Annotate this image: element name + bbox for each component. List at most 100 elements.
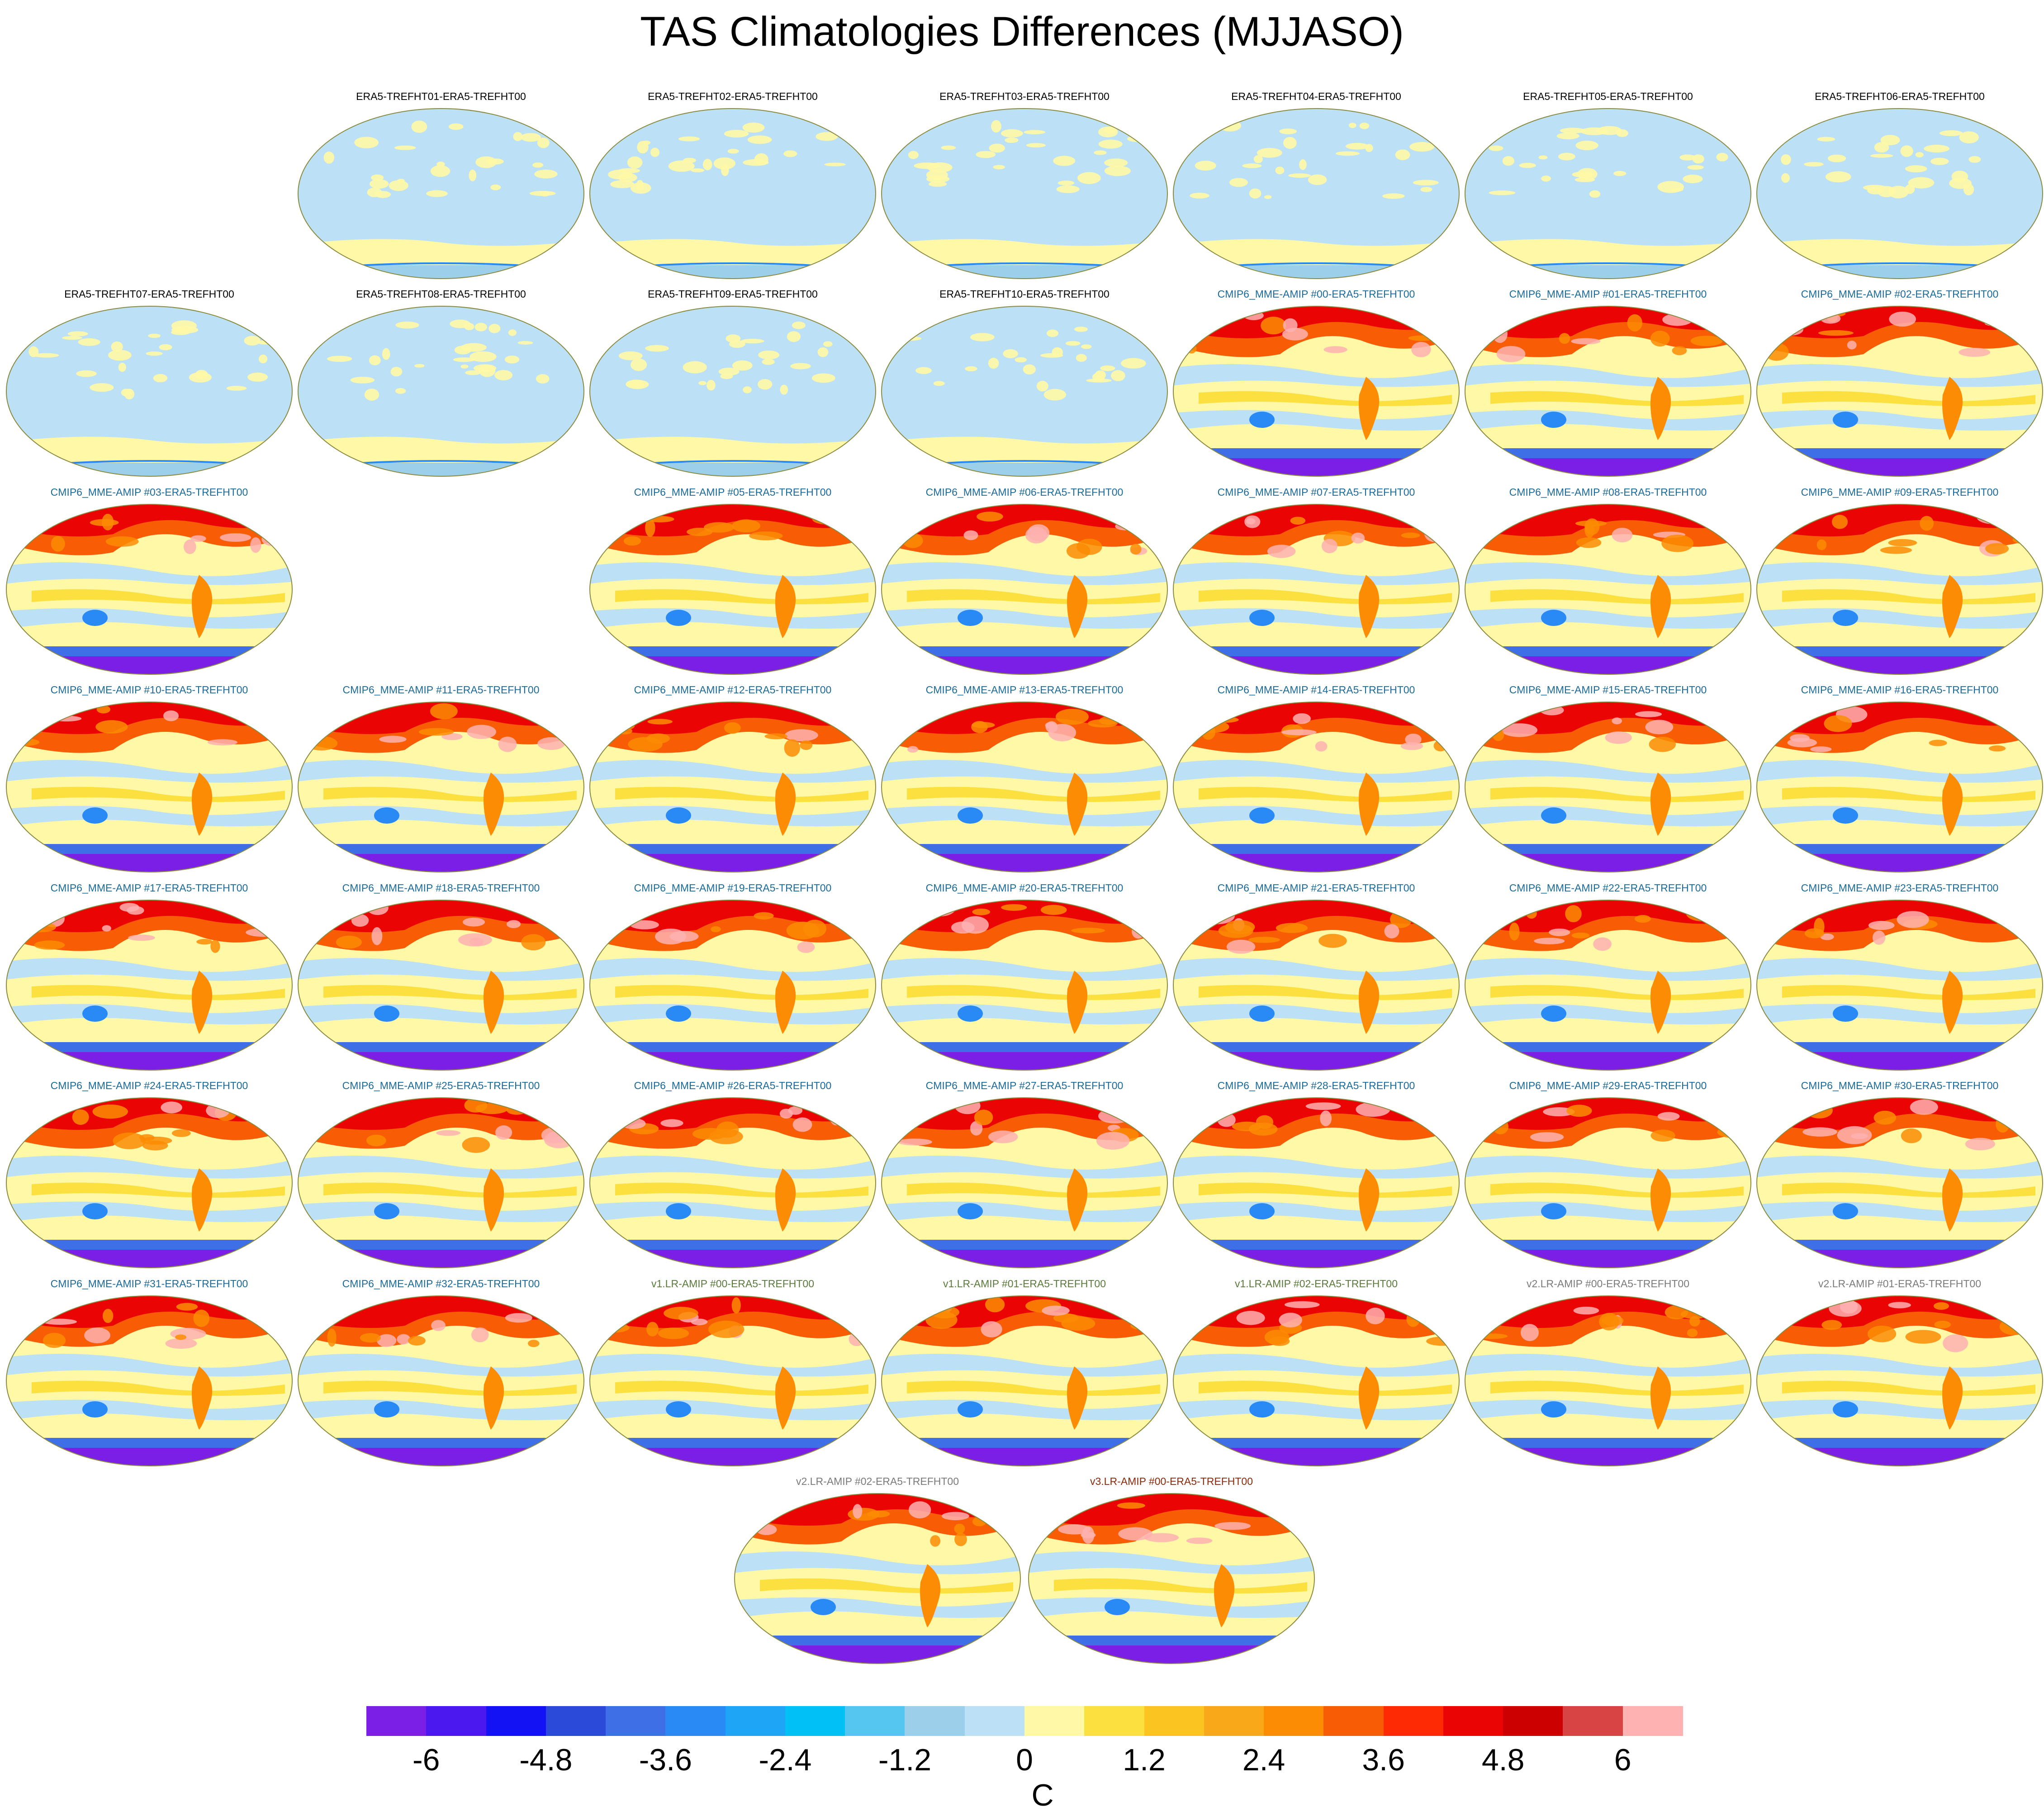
map-panel: CMIP6_MME-AMIP #19-ERA5-TREFHT00 xyxy=(588,882,877,1072)
world-map xyxy=(589,306,876,477)
world-map xyxy=(881,504,1168,675)
world-map xyxy=(589,900,876,1071)
panel-title: ERA5-TREFHT07-ERA5-TREFHT00 xyxy=(64,288,234,300)
world-map xyxy=(734,1493,1021,1664)
panel-title: v1.LR-AMIP #00-ERA5-TREFHT00 xyxy=(651,1278,814,1290)
panel-title: ERA5-TREFHT02-ERA5-TREFHT00 xyxy=(648,90,818,102)
panel-title: CMIP6_MME-AMIP #28-ERA5-TREFHT00 xyxy=(1217,1080,1415,1091)
map-panel: ERA5-TREFHT06-ERA5-TREFHT00 xyxy=(1755,90,2044,280)
world-map xyxy=(298,1295,584,1466)
map-panel: CMIP6_MME-AMIP #30-ERA5-TREFHT00 xyxy=(1755,1080,2044,1270)
map-panel: CMIP6_MME-AMIP #27-ERA5-TREFHT00 xyxy=(880,1080,1169,1270)
panel-title: ERA5-TREFHT09-ERA5-TREFHT00 xyxy=(648,288,818,300)
colorbar-segment xyxy=(1443,1706,1504,1736)
world-map xyxy=(6,306,293,477)
figure-title: TAS Climatologies Differences (MJJASO) xyxy=(640,9,1404,55)
panel-title: CMIP6_MME-AMIP #23-ERA5-TREFHT00 xyxy=(1801,882,1999,894)
world-map xyxy=(881,306,1168,477)
world-map xyxy=(6,900,293,1071)
panel-title: CMIP6_MME-AMIP #11-ERA5-TREFHT00 xyxy=(342,684,540,696)
world-map xyxy=(1756,108,2043,279)
map-panel: CMIP6_MME-AMIP #17-ERA5-TREFHT00 xyxy=(5,882,294,1072)
map-panel: ERA5-TREFHT05-ERA5-TREFHT00 xyxy=(1463,90,1753,280)
colorbar-tick-label: 4.8 xyxy=(1481,1743,1525,1777)
map-panel: v2.LR-AMIP #01-ERA5-TREFHT00 xyxy=(1755,1278,2044,1468)
panel-title: ERA5-TREFHT06-ERA5-TREFHT00 xyxy=(1815,90,1985,102)
world-map xyxy=(589,1097,876,1268)
map-panel: CMIP6_MME-AMIP #05-ERA5-TREFHT00 xyxy=(588,486,877,676)
panel-title: v1.LR-AMIP #01-ERA5-TREFHT00 xyxy=(943,1278,1106,1290)
world-map xyxy=(298,306,584,477)
map-panel: v3.LR-AMIP #00-ERA5-TREFHT00 xyxy=(1027,1475,1316,1665)
panel-title: CMIP6_MME-AMIP #13-ERA5-TREFHT00 xyxy=(925,684,1124,696)
colorbar-segment xyxy=(1204,1706,1265,1736)
world-map xyxy=(1756,306,2043,477)
map-panel: CMIP6_MME-AMIP #23-ERA5-TREFHT00 xyxy=(1755,882,2044,1072)
world-map xyxy=(1465,702,1751,872)
world-map xyxy=(1465,108,1751,279)
colorbar-tick-label: 1.2 xyxy=(1123,1743,1166,1777)
panel-title: CMIP6_MME-AMIP #01-ERA5-TREFHT00 xyxy=(1509,288,1707,300)
map-panel: ERA5-TREFHT04-ERA5-TREFHT00 xyxy=(1171,90,1461,280)
colorbar-tick-label: 6 xyxy=(1614,1743,1631,1777)
world-map xyxy=(298,108,584,279)
map-panel: ERA5-TREFHT08-ERA5-TREFHT00 xyxy=(296,288,586,478)
colorbar-segment xyxy=(665,1706,726,1736)
world-map xyxy=(1465,306,1751,477)
map-panel: CMIP6_MME-AMIP #25-ERA5-TREFHT00 xyxy=(296,1080,586,1270)
panel-title: CMIP6_MME-AMIP #12-ERA5-TREFHT00 xyxy=(634,684,832,696)
map-panel: ERA5-TREFHT07-ERA5-TREFHT00 xyxy=(5,288,294,478)
map-panel: CMIP6_MME-AMIP #18-ERA5-TREFHT00 xyxy=(296,882,586,1072)
map-panel: CMIP6_MME-AMIP #21-ERA5-TREFHT00 xyxy=(1171,882,1461,1072)
colorbar-tick-label: -4.8 xyxy=(519,1743,573,1777)
world-map xyxy=(6,702,293,872)
colorbar-segment xyxy=(785,1706,846,1736)
map-panel: CMIP6_MME-AMIP #22-ERA5-TREFHT00 xyxy=(1463,882,1753,1072)
world-map xyxy=(881,1097,1168,1268)
panel-title: CMIP6_MME-AMIP #19-ERA5-TREFHT00 xyxy=(634,882,832,894)
colorbar-tick-label: -2.4 xyxy=(759,1743,812,1777)
map-panel: ERA5-TREFHT10-ERA5-TREFHT00 xyxy=(880,288,1169,478)
map-panel: ERA5-TREFHT01-ERA5-TREFHT00 xyxy=(296,90,586,280)
colorbar-tick-label: -1.2 xyxy=(878,1743,932,1777)
panel-title: CMIP6_MME-AMIP #22-ERA5-TREFHT00 xyxy=(1509,882,1707,894)
map-panel: CMIP6_MME-AMIP #09-ERA5-TREFHT00 xyxy=(1755,486,2044,676)
map-panel: CMIP6_MME-AMIP #06-ERA5-TREFHT00 xyxy=(880,486,1169,676)
map-panel: CMIP6_MME-AMIP #13-ERA5-TREFHT00 xyxy=(880,684,1169,874)
world-map xyxy=(1465,1295,1751,1466)
colorbar-segment xyxy=(1024,1706,1085,1736)
world-map xyxy=(589,108,876,279)
panel-title: ERA5-TREFHT04-ERA5-TREFHT00 xyxy=(1231,90,1401,102)
colorbar-segment xyxy=(1323,1706,1384,1736)
world-map xyxy=(589,1295,876,1466)
panel-title: v1.LR-AMIP #02-ERA5-TREFHT00 xyxy=(1234,1278,1398,1290)
map-panel: ERA5-TREFHT02-ERA5-TREFHT00 xyxy=(588,90,877,280)
panel-title: CMIP6_MME-AMIP #27-ERA5-TREFHT00 xyxy=(925,1080,1124,1091)
map-panel: ERA5-TREFHT09-ERA5-TREFHT00 xyxy=(588,288,877,478)
colorbar-segment xyxy=(1563,1706,1623,1736)
panel-title: CMIP6_MME-AMIP #15-ERA5-TREFHT00 xyxy=(1509,684,1707,696)
map-panel: CMIP6_MME-AMIP #29-ERA5-TREFHT00 xyxy=(1463,1080,1753,1270)
colorbar-tick-label: 2.4 xyxy=(1242,1743,1285,1777)
world-map xyxy=(1756,1097,2043,1268)
world-map xyxy=(1173,1097,1460,1268)
panel-title: CMIP6_MME-AMIP #02-ERA5-TREFHT00 xyxy=(1801,288,1999,300)
world-map xyxy=(1756,702,2043,872)
panel-grid: ERA5-TREFHT01-ERA5-TREFHT00 ERA5-TREFHT02… xyxy=(5,90,2044,1665)
panel-title: CMIP6_MME-AMIP #08-ERA5-TREFHT00 xyxy=(1509,486,1707,498)
map-panel: CMIP6_MME-AMIP #26-ERA5-TREFHT00 xyxy=(588,1080,877,1270)
world-map xyxy=(881,108,1168,279)
map-panel: v1.LR-AMIP #02-ERA5-TREFHT00 xyxy=(1171,1278,1461,1468)
panel-title: ERA5-TREFHT05-ERA5-TREFHT00 xyxy=(1523,90,1693,102)
map-panel: CMIP6_MME-AMIP #28-ERA5-TREFHT00 xyxy=(1171,1080,1461,1270)
panel-title: CMIP6_MME-AMIP #25-ERA5-TREFHT00 xyxy=(342,1080,540,1091)
colorbar-segment xyxy=(1503,1706,1564,1736)
map-panel: CMIP6_MME-AMIP #32-ERA5-TREFHT00 xyxy=(296,1278,586,1468)
panel-title: ERA5-TREFHT01-ERA5-TREFHT00 xyxy=(356,90,526,102)
map-panel: CMIP6_MME-AMIP #31-ERA5-TREFHT00 xyxy=(5,1278,294,1468)
panel-title: v2.LR-AMIP #00-ERA5-TREFHT00 xyxy=(1526,1278,1689,1290)
panel-title: CMIP6_MME-AMIP #17-ERA5-TREFHT00 xyxy=(50,882,248,894)
map-panel: v1.LR-AMIP #00-ERA5-TREFHT00 xyxy=(588,1278,877,1468)
colorbar-segment xyxy=(725,1706,786,1736)
world-map xyxy=(6,504,293,675)
